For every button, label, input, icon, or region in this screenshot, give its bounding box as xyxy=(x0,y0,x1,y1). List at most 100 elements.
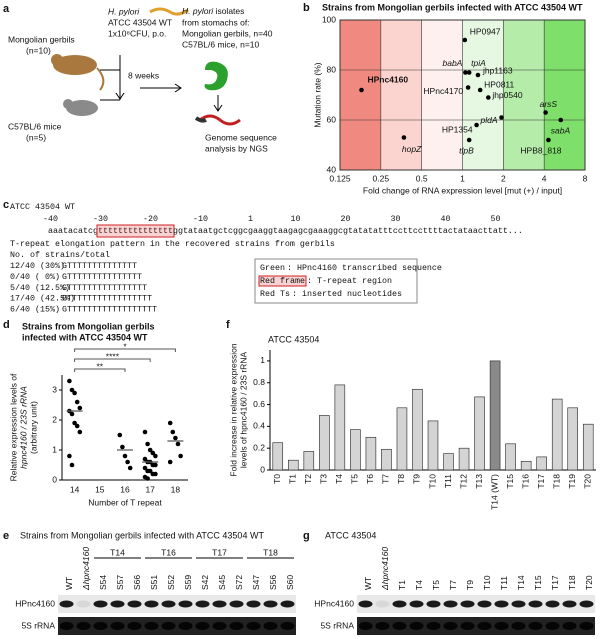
band xyxy=(494,622,509,630)
point xyxy=(72,390,77,396)
band xyxy=(76,600,91,608)
x-tick-label: 0.125 xyxy=(329,173,351,183)
point-label: tpiA xyxy=(471,58,486,68)
panel-e: e Strains from Mongolian gerbils infecte… xyxy=(3,530,296,635)
band xyxy=(229,622,244,630)
band xyxy=(195,600,210,608)
legend-frame xyxy=(258,275,307,287)
band xyxy=(229,600,244,608)
bacterium-icon xyxy=(149,7,189,16)
lane-label: T7 xyxy=(448,580,458,590)
point xyxy=(142,456,148,462)
bar xyxy=(458,447,470,471)
legend-key: Red Ts xyxy=(260,289,290,299)
inserted-nucleotides: TTT xyxy=(137,294,152,304)
point xyxy=(170,429,176,435)
point xyxy=(77,405,83,411)
point-label: arsS xyxy=(540,99,558,109)
band xyxy=(93,622,108,630)
x-tick-label: T13 xyxy=(474,474,484,489)
lane-label: S56 xyxy=(268,575,278,590)
point xyxy=(173,435,178,441)
y-axis-label: Mutation rate (%) xyxy=(312,62,322,127)
lane-label: T17 xyxy=(550,575,560,590)
point xyxy=(67,453,72,459)
point-label: sabA xyxy=(551,125,571,135)
point xyxy=(147,447,153,453)
panel-label: b xyxy=(303,2,310,14)
y-axis-label: Relative expression levels of xyxy=(8,373,18,481)
region xyxy=(380,20,422,170)
x-tick-label: T4 xyxy=(334,474,344,484)
chart-title: Strains from Mongolian gerbils infected … xyxy=(322,2,583,12)
inserted-nucleotides: T xyxy=(137,272,142,282)
band xyxy=(127,600,142,608)
x-tick-label: T8 xyxy=(396,474,406,484)
ruler-number: 30 xyxy=(391,214,401,224)
bar xyxy=(381,448,392,471)
point-label: HP1354 xyxy=(442,124,473,134)
y-tick-label: 60 xyxy=(327,114,337,124)
panel-label: c xyxy=(3,199,9,211)
bar xyxy=(536,456,547,471)
dna-icon xyxy=(194,116,207,123)
panel-g: g ATCC 43504 WT Δhpnc4160 T1 T4 T5 T7 T9 T10 T11… xyxy=(303,530,595,635)
sequence: aaatacatcg xyxy=(48,226,98,236)
row-label: 5S rRNA xyxy=(320,620,354,630)
y-tick-label: 80 xyxy=(327,64,337,74)
x-tick-label: T2 xyxy=(303,474,313,484)
point-label: HPnc4160 xyxy=(367,74,408,84)
sequence: GTTTTTTTTTTTTTT xyxy=(62,283,137,293)
point-label: hopZ xyxy=(402,144,422,154)
point xyxy=(178,453,183,459)
text: T-repeat elongation pattern in the recov… xyxy=(10,239,335,249)
gerbil-icon xyxy=(53,55,97,75)
point xyxy=(474,122,479,128)
bar xyxy=(443,453,454,471)
lane-label: S42 xyxy=(200,575,210,590)
point-label: babA xyxy=(443,58,463,68)
band xyxy=(110,622,125,630)
bar xyxy=(520,460,532,471)
x-tick-label: T19 xyxy=(567,474,577,489)
legend-text: : HPnc4160 transcribed sequence xyxy=(287,263,442,273)
point xyxy=(145,441,150,447)
arrow xyxy=(140,83,182,93)
lane-label: T1 xyxy=(397,580,407,590)
band xyxy=(426,622,441,630)
region xyxy=(462,20,504,170)
stomach-icon xyxy=(204,61,228,91)
lane-label: S60 xyxy=(285,575,295,590)
point xyxy=(153,462,158,468)
band xyxy=(161,622,176,630)
text: H. pylori isolates xyxy=(182,6,244,16)
band xyxy=(477,622,492,630)
point xyxy=(558,117,564,123)
bar xyxy=(303,451,315,471)
point xyxy=(543,110,548,115)
strain-count: 6/40 (15%) xyxy=(10,304,60,314)
x-tick-label: 2 xyxy=(501,173,506,183)
mouse-icon xyxy=(63,99,73,109)
point xyxy=(546,137,551,143)
significance-bar xyxy=(74,358,151,362)
y-tick-label: 100 xyxy=(322,14,336,24)
significance-label: ** xyxy=(96,361,103,371)
band xyxy=(59,622,74,630)
point xyxy=(77,429,83,435)
x-tick-label: 18 xyxy=(171,484,181,494)
band xyxy=(460,600,475,608)
bar xyxy=(412,388,423,471)
band xyxy=(511,622,526,630)
significance-bar xyxy=(74,368,126,372)
x-tick-label: 4 xyxy=(542,173,547,183)
gerbil-icon xyxy=(96,67,105,91)
band xyxy=(127,622,142,630)
text: analysis by NGS xyxy=(205,143,268,153)
point-label: pldA xyxy=(480,115,498,125)
text: (n=10) xyxy=(26,45,51,55)
lane-label: T11 xyxy=(499,576,509,590)
x-tick-label: 15 xyxy=(95,484,105,494)
lane-label: T20 xyxy=(584,575,594,590)
blot xyxy=(58,595,296,613)
